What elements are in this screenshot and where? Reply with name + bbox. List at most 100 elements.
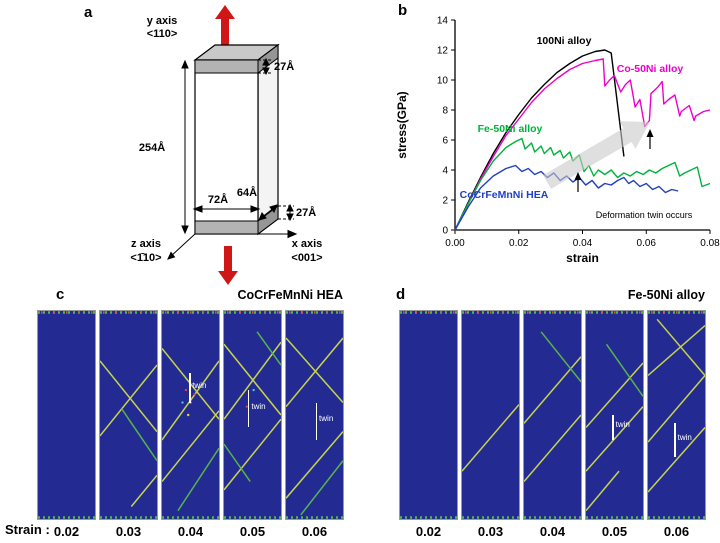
- x-tick-label: 0.02: [509, 238, 529, 249]
- snapshot-column: 0.02: [399, 310, 458, 539]
- x-axis-direction: <001>: [291, 252, 322, 264]
- x-tick-label: 0.04: [573, 238, 593, 249]
- strain-value: 0.04: [177, 524, 204, 539]
- snapshot-column: 0.02: [37, 310, 96, 539]
- snapshot-d-1: [399, 310, 458, 520]
- panel-a-schematic: y axis <110> 27Å 254Å 72Å 64Å 27Å z axis…: [130, 5, 323, 285]
- atom-block: [100, 311, 157, 519]
- stacking-fault-line: [300, 460, 343, 516]
- y-tick-label: 12: [437, 46, 449, 57]
- dim-top-thickness: 27Å: [274, 60, 294, 73]
- y-axis-name: y axis: [147, 15, 178, 27]
- twin-marker: [612, 415, 614, 440]
- atom-block: [162, 311, 219, 519]
- panel-d-label: d: [396, 286, 406, 303]
- snapshot-c-1: [37, 310, 96, 520]
- snapshot-c-4: twin: [223, 310, 282, 520]
- y-tick-label: 8: [442, 106, 448, 117]
- strain-value: 0.03: [477, 524, 504, 539]
- x-tick-label: 0.06: [637, 238, 657, 249]
- defect-atom-dot: [181, 401, 184, 404]
- series-line-0: [454, 49, 625, 231]
- stacking-fault-line: [224, 341, 281, 420]
- snapshot-column: 0.04: [523, 310, 582, 539]
- stacking-fault-line: [121, 408, 157, 462]
- panel-a-label: a: [84, 4, 93, 21]
- x-tick-label: 0.00: [445, 238, 465, 249]
- strain-value: 0.06: [663, 524, 690, 539]
- snapshot-render: [648, 311, 705, 519]
- strain-prefix-label: Strain :: [5, 522, 50, 537]
- snapshot-render: [524, 311, 581, 519]
- stacking-fault-line: [224, 443, 251, 482]
- stacking-fault-line: [605, 343, 643, 397]
- deformation-trend-arrow: [543, 121, 650, 189]
- tension-arrow-down: [218, 246, 238, 285]
- panel-c-snapshots: 0.02 0.03 twin 0.04 twin 0.05 twin 0.06: [37, 310, 344, 539]
- stacking-fault-line: [586, 470, 620, 512]
- defect-atom-dot: [252, 388, 255, 392]
- stacking-fault-line: [648, 374, 705, 443]
- panel-c-label: c: [56, 286, 65, 303]
- snapshot-c-2: [99, 310, 158, 520]
- panel-d-snapshots: 0.02 0.03 0.04 twin 0.05 twin 0.06: [399, 310, 706, 539]
- stacking-fault-line: [162, 410, 219, 483]
- panel-c-title: CoCrFeMnNi HEA: [237, 288, 343, 302]
- twin-label: twin: [251, 401, 266, 411]
- twin-onset-arrow-2: [646, 129, 654, 149]
- twin-label: twin: [192, 380, 207, 390]
- z-axis-name: z axis: [131, 238, 161, 250]
- stacking-fault-line: [524, 356, 581, 424]
- stacking-fault-line: [524, 414, 581, 483]
- dim-bottom-thickness: 27Å: [296, 206, 316, 219]
- stacking-fault-line: [648, 426, 705, 493]
- y-axis-title: stress(GPa): [395, 91, 409, 158]
- strain-value: 0.06: [301, 524, 328, 539]
- snapshot-render: [38, 311, 95, 519]
- series-label-3: CoCrFeMnNi HEA: [460, 189, 549, 201]
- snapshot-column: 0.03: [99, 310, 158, 539]
- strain-value: 0.03: [115, 524, 142, 539]
- snapshot-render: [586, 311, 643, 519]
- snapshot-column: twin 0.04: [161, 310, 220, 539]
- dim-depth: 64Å: [237, 186, 257, 199]
- twin-marker: [674, 423, 676, 457]
- snapshot-column: twin 0.06: [285, 310, 344, 539]
- defect-atom-dot: [187, 413, 190, 417]
- panel-b-label: b: [398, 2, 408, 19]
- snapshot-column: 0.03: [461, 310, 520, 539]
- stacking-fault-line: [286, 337, 343, 408]
- stacking-fault-line: [100, 360, 157, 433]
- twin-marker: [315, 402, 318, 440]
- snapshot-render: [400, 311, 457, 519]
- snapshot-d-3: [523, 310, 582, 520]
- z-axis-direction: <1̄10>: [130, 252, 161, 264]
- x-tick-label: 0.08: [700, 238, 720, 249]
- twin-label: twin: [677, 432, 692, 442]
- panel-d-title: Fe-50Ni alloy: [627, 288, 705, 302]
- stacking-fault-line: [462, 404, 519, 472]
- y-tick-label: 4: [442, 166, 448, 177]
- snapshot-render: [162, 311, 219, 519]
- snapshot-column: twin 0.06: [647, 310, 706, 539]
- stress-strain-chart: 0 2 4 6 8 10 12 14 0.00 0.02 0.04 0.06 0.08 stress(GP…: [395, 16, 720, 266]
- series-label-0: 100Ni alloy: [537, 35, 592, 47]
- stacking-fault-line: [130, 474, 157, 507]
- stacking-fault-line: [286, 337, 343, 404]
- tension-arrow-up: [215, 5, 235, 45]
- dim-height: 254Å: [139, 141, 165, 154]
- stacking-fault-line: [177, 447, 219, 512]
- x-axis-title: strain: [566, 251, 599, 265]
- snapshot-d-2: [461, 310, 520, 520]
- y-axis-direction: <110>: [147, 28, 178, 40]
- snapshot-d-5: twin: [647, 310, 706, 520]
- stacking-fault-line: [100, 364, 157, 437]
- strain-value: 0.02: [415, 524, 442, 539]
- atom-block: [648, 311, 705, 519]
- strain-value: 0.05: [239, 524, 266, 539]
- snapshot-column: twin 0.05: [223, 310, 282, 539]
- stacking-fault-line: [586, 362, 643, 428]
- stacking-fault-line: [656, 318, 705, 376]
- strain-value: 0.02: [53, 524, 80, 539]
